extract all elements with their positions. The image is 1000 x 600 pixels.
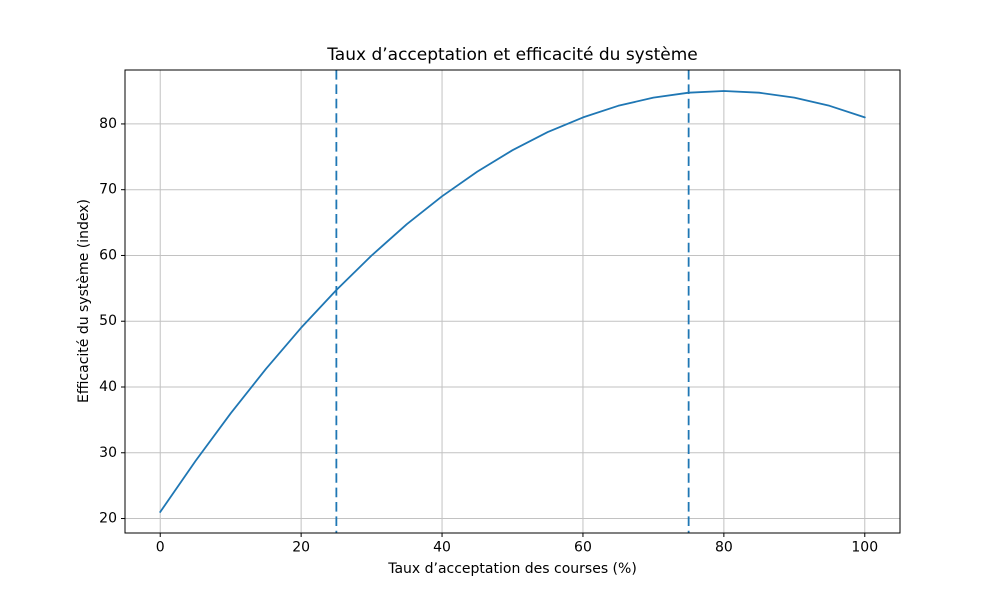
x-axis-label: Taux d’acceptation des courses (%) [388, 561, 637, 577]
x-tick-label: 60 [574, 540, 592, 556]
x-tick-label: 20 [292, 540, 310, 556]
series-line-efficacite [159, 90, 866, 513]
y-tick-label: 80 [99, 116, 117, 132]
y-axis-label: Efficacité du système (index) [76, 199, 92, 403]
x-tick-label: 40 [433, 540, 451, 556]
axes-spines [124, 69, 901, 534]
x-tick-label: 100 [851, 540, 878, 556]
chart-title: Taux d’acceptation et efficacité du syst… [327, 45, 698, 65]
x-tick-label: 0 [156, 540, 165, 556]
y-tick-label: 70 [99, 182, 117, 198]
x-tick-label: 80 [715, 540, 733, 556]
y-tick-label: 20 [99, 511, 117, 527]
y-tick-label: 30 [99, 445, 117, 461]
y-tick-label: 60 [99, 247, 117, 263]
y-tick-label: 50 [99, 313, 117, 329]
y-tick-label: 40 [99, 379, 117, 395]
